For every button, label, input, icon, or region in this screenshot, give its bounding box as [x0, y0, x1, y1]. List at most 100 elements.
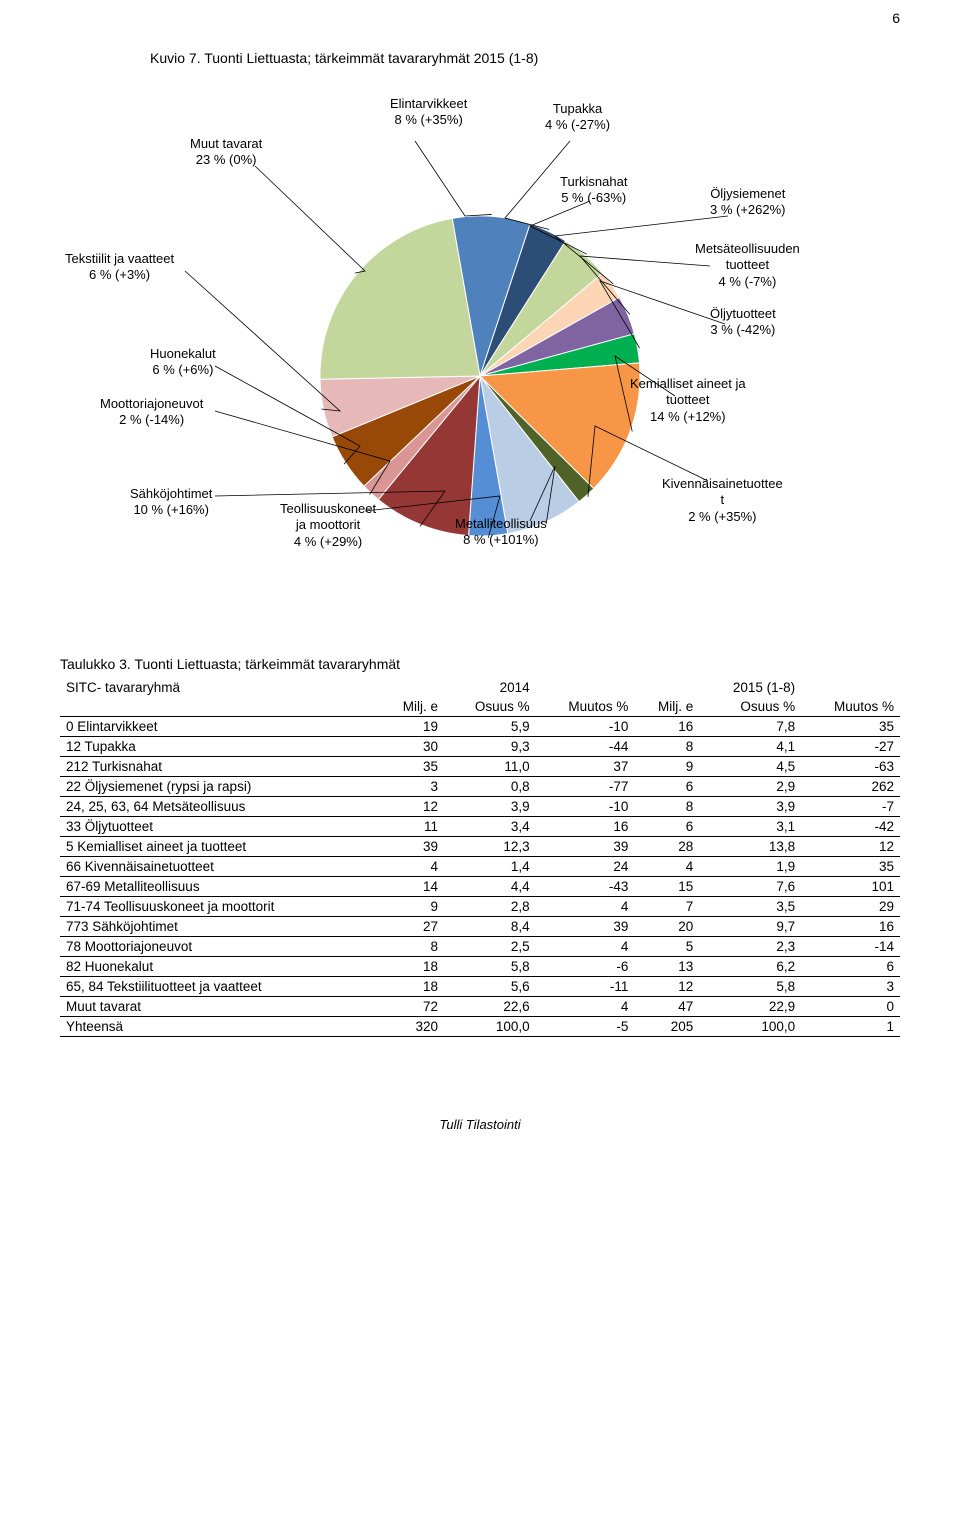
cell: 5,9	[444, 717, 536, 737]
table-row: 33 Öljytuotteet113,41663,1-42	[60, 817, 900, 837]
cell: 47	[634, 997, 699, 1017]
cell: 2,8	[444, 897, 536, 917]
cell: 29	[801, 897, 900, 917]
cell: 8	[634, 737, 699, 757]
row-name: 12 Tupakka	[60, 737, 379, 757]
cell: 37	[536, 757, 635, 777]
cell: -7	[801, 797, 900, 817]
cell: 7,6	[699, 877, 801, 897]
row-name: 773 Sähköjohtimet	[60, 917, 379, 937]
cell: 5,8	[444, 957, 536, 977]
row-name: 24, 25, 63, 64 Metsäteollisuus	[60, 797, 379, 817]
cell: 3,4	[444, 817, 536, 837]
cell: 72	[379, 997, 444, 1017]
slice-label-sahkojohtimet: Sähköjohtimet 10 % (+16%)	[130, 486, 212, 519]
cell: 4,5	[699, 757, 801, 777]
cell: 16	[634, 717, 699, 737]
cell: 8	[634, 797, 699, 817]
row-name: 5 Kemialliset aineet ja tuotteet	[60, 837, 379, 857]
pie-slice-muut	[320, 218, 480, 379]
cell: 100,0	[444, 1017, 536, 1037]
cell: 28	[634, 837, 699, 857]
table-row: 78 Moottoriajoneuvot82,5452,3-14	[60, 937, 900, 957]
col-osuus-2: Osuus %	[699, 697, 801, 717]
col-group-2014: 2014	[444, 678, 536, 697]
leader-muut	[255, 166, 365, 273]
cell: 100,0	[699, 1017, 801, 1037]
cell: 5	[634, 937, 699, 957]
cell: 4,4	[444, 877, 536, 897]
table-row: 12 Tupakka309,3-4484,1-27	[60, 737, 900, 757]
cell: 6	[801, 957, 900, 977]
cell: 22,6	[444, 997, 536, 1017]
slice-label-kemialliset: Kemialliset aineet ja tuotteet 14 % (+12…	[630, 376, 746, 425]
slice-label-tekstiilit: Tekstiilit ja vaatteet 6 % (+3%)	[65, 251, 174, 284]
cell: -27	[801, 737, 900, 757]
cell: 6	[634, 777, 699, 797]
table-row: Yhteensä320100,0-5205100,01	[60, 1017, 900, 1037]
cell: -11	[536, 977, 635, 997]
cell: 7,8	[699, 717, 801, 737]
cell: 4,1	[699, 737, 801, 757]
cell: 16	[536, 817, 635, 837]
slice-label-oljytuotteet: Öljytuotteet 3 % (-42%)	[710, 306, 776, 339]
row-name: 33 Öljytuotteet	[60, 817, 379, 837]
cell: 6	[634, 817, 699, 837]
table-row: 773 Sähköjohtimet278,439209,716	[60, 917, 900, 937]
cell: 39	[536, 917, 635, 937]
cell: -6	[536, 957, 635, 977]
row-name: 78 Moottoriajoneuvot	[60, 937, 379, 957]
cell: -44	[536, 737, 635, 757]
cell: 1	[801, 1017, 900, 1037]
leader-tekstiilit	[185, 271, 340, 411]
cell: 9,7	[699, 917, 801, 937]
row-name: Muut tavarat	[60, 997, 379, 1017]
cell: 19	[379, 717, 444, 737]
cell: 12	[379, 797, 444, 817]
footer-text: Tulli Tilastointi	[60, 1117, 900, 1132]
cell: 30	[379, 737, 444, 757]
cell: 7	[634, 897, 699, 917]
cell: 20	[634, 917, 699, 937]
row-name: 82 Huonekalut	[60, 957, 379, 977]
col-muutos-2: Muutos %	[801, 697, 900, 717]
cell: -43	[536, 877, 635, 897]
cell: 35	[379, 757, 444, 777]
table-row: 71-74 Teollisuuskoneet ja moottorit92,84…	[60, 897, 900, 917]
table-row: 82 Huonekalut185,8-6136,26	[60, 957, 900, 977]
slice-label-teollisuuskoneet: Teollisuuskoneet ja moottorit 4 % (+29%)	[280, 501, 376, 550]
col-rowhead: SITC- tavararyhmä	[60, 678, 379, 697]
cell: 3,9	[444, 797, 536, 817]
cell: 8,4	[444, 917, 536, 937]
col-milje-2: Milj. e	[634, 697, 699, 717]
cell: 22,9	[699, 997, 801, 1017]
cell: 24	[536, 857, 635, 877]
cell: 18	[379, 977, 444, 997]
cell: 11,0	[444, 757, 536, 777]
cell: 8	[379, 937, 444, 957]
cell: 3,9	[699, 797, 801, 817]
cell: 4	[379, 857, 444, 877]
table-row: 5 Kemialliset aineet ja tuotteet3912,339…	[60, 837, 900, 857]
cell: -63	[801, 757, 900, 777]
row-name: 22 Öljysiemenet (rypsi ja rapsi)	[60, 777, 379, 797]
cell: 9,3	[444, 737, 536, 757]
data-table: SITC- tavararyhmä 2014 2015 (1-8) Milj. …	[60, 678, 900, 1037]
cell: -5	[536, 1017, 635, 1037]
table-row: 67-69 Metalliteollisuus144,4-43157,6101	[60, 877, 900, 897]
cell: 3,5	[699, 897, 801, 917]
cell: 12	[801, 837, 900, 857]
cell: 13	[634, 957, 699, 977]
cell: 4	[536, 897, 635, 917]
cell: 2,3	[699, 937, 801, 957]
col-milje-1: Milj. e	[379, 697, 444, 717]
cell: 13,8	[699, 837, 801, 857]
cell: 2,9	[699, 777, 801, 797]
cell: 4	[634, 857, 699, 877]
cell: 39	[536, 837, 635, 857]
page-number: 6	[892, 10, 900, 26]
slice-label-oljysiemenet: Öljysiemenet 3 % (+262%)	[710, 186, 786, 219]
slice-label-turkisnahat: Turkisnahat 5 % (-63%)	[560, 174, 627, 207]
cell: -10	[536, 797, 635, 817]
row-name: Yhteensä	[60, 1017, 379, 1037]
